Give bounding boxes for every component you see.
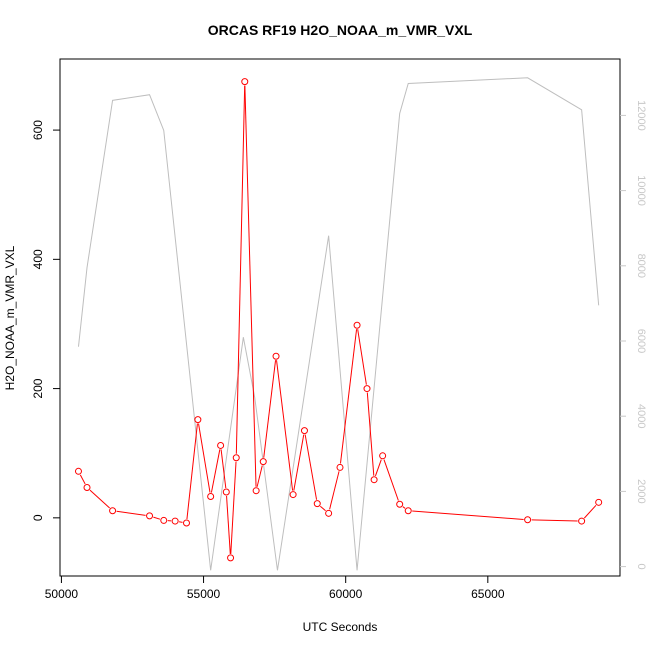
data-point: [183, 520, 189, 526]
data-point: [337, 464, 343, 470]
series-segment: [153, 517, 160, 519]
series-segment: [375, 460, 381, 476]
data-point: [301, 428, 307, 434]
data-point: [364, 386, 370, 392]
series-segment: [384, 460, 398, 501]
x-tick-label: 50000: [45, 587, 79, 601]
series-segment: [412, 511, 523, 519]
data-point: [218, 442, 224, 448]
series-segment: [179, 522, 182, 523]
data-point: [579, 518, 585, 524]
series-segment: [340, 329, 356, 463]
series-segment: [330, 471, 339, 509]
data-point: [208, 494, 214, 500]
data-point: [242, 79, 248, 85]
series-segment: [264, 360, 276, 457]
series-segment: [320, 506, 325, 511]
data-point: [253, 488, 259, 494]
data-point: [260, 459, 266, 465]
data-point: [147, 513, 153, 519]
y-axis-label: H2O_NOAA_m_VMR_VXL: [3, 245, 17, 390]
y2-tick-label: 6000: [635, 329, 647, 353]
data-point: [228, 555, 234, 561]
series-layer: [75, 78, 601, 571]
series-segment: [584, 505, 596, 518]
series-segment: [80, 475, 85, 484]
data-point: [172, 518, 178, 524]
data-point: [596, 499, 602, 505]
series-segment: [227, 496, 231, 554]
series-segment: [187, 424, 197, 519]
y-axis-left: 0 200 400 600: [31, 120, 60, 521]
data-point: [84, 484, 90, 490]
y2-tick-label: 12000: [635, 100, 647, 131]
y2-tick-label: 4000: [635, 404, 647, 428]
y-tick-label: 400: [31, 249, 45, 269]
x-tick-label: 60000: [329, 587, 363, 601]
chart-title: ORCAS RF19 H2O_NOAA_m_VMR_VXL: [208, 22, 473, 38]
data-point: [195, 417, 201, 423]
x-axis: 50000 55000 60000 65000: [45, 576, 505, 601]
y2-tick-label: 10000: [635, 175, 647, 206]
series-segment: [294, 435, 304, 491]
series-segment: [532, 520, 578, 521]
data-point: [75, 468, 81, 474]
data-point: [273, 353, 279, 359]
plot-frame: [60, 59, 620, 576]
series-segment: [236, 86, 244, 454]
data-point: [326, 510, 332, 516]
data-point: [110, 508, 116, 514]
series-line-right: [78, 78, 598, 571]
y-tick-label: 0: [31, 514, 45, 521]
series-segment: [231, 462, 236, 554]
x-axis-label: UTC Seconds: [303, 620, 378, 634]
series-segment: [211, 449, 219, 492]
series-segment: [403, 507, 405, 509]
y-axis-right: 0 2000 4000 6000 8000 10000 12000: [620, 100, 647, 570]
series-segment: [117, 511, 146, 515]
data-point: [161, 517, 167, 523]
series-segment: [257, 465, 262, 486]
series-segment: [199, 424, 210, 493]
data-point: [290, 492, 296, 498]
data-point: [371, 477, 377, 483]
data-point: [397, 501, 403, 507]
y2-tick-label: 0: [635, 564, 647, 570]
data-point: [233, 455, 239, 461]
y2-tick-label: 8000: [635, 254, 647, 278]
x-tick-label: 65000: [471, 587, 505, 601]
y-tick-label: 600: [31, 120, 45, 140]
data-point: [314, 501, 320, 507]
series-segment: [358, 329, 367, 384]
data-point: [354, 322, 360, 328]
x-tick-label: 55000: [187, 587, 221, 601]
series-segment: [245, 86, 256, 487]
y2-tick-label: 2000: [635, 479, 647, 503]
y-tick-label: 200: [31, 378, 45, 398]
series-segment: [90, 490, 110, 508]
data-point: [405, 508, 411, 514]
series-segment: [277, 360, 293, 490]
series-segment: [305, 435, 316, 500]
data-point: [223, 489, 229, 495]
data-point: [380, 453, 386, 459]
data-point: [525, 517, 531, 523]
